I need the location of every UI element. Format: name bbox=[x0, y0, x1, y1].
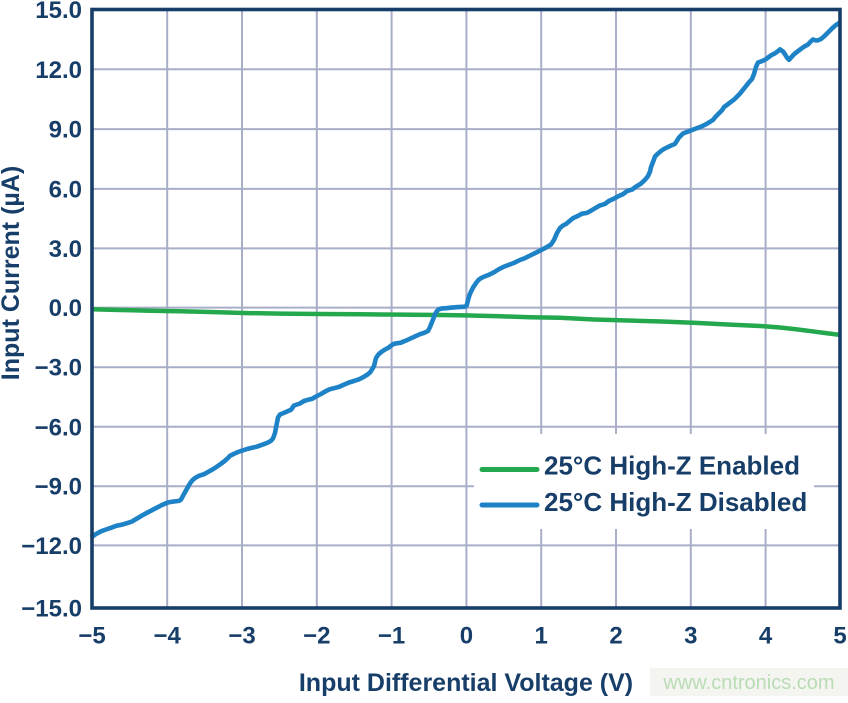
svg-text:3.0: 3.0 bbox=[49, 236, 82, 263]
svg-text:2: 2 bbox=[609, 623, 622, 650]
svg-text:−6.0: −6.0 bbox=[35, 414, 82, 441]
svg-text:−15.0: −15.0 bbox=[21, 596, 82, 623]
svg-text:www.cntronics.com: www.cntronics.com bbox=[662, 672, 834, 694]
svg-text:−5: −5 bbox=[78, 623, 105, 650]
svg-text:4: 4 bbox=[759, 623, 773, 650]
svg-text:12.0: 12.0 bbox=[35, 57, 82, 84]
svg-text:−1: −1 bbox=[378, 623, 405, 650]
svg-text:0: 0 bbox=[460, 623, 473, 650]
svg-text:Input Differential Voltage (V): Input Differential Voltage (V) bbox=[299, 669, 633, 697]
svg-text:15.0: 15.0 bbox=[35, 0, 82, 24]
svg-text:−3: −3 bbox=[228, 623, 255, 650]
svg-text:6.0: 6.0 bbox=[49, 176, 82, 203]
svg-text:−4: −4 bbox=[154, 623, 182, 650]
svg-text:−3.0: −3.0 bbox=[35, 355, 82, 382]
svg-text:5: 5 bbox=[833, 623, 846, 650]
svg-text:−12.0: −12.0 bbox=[21, 533, 82, 560]
svg-text:9.0: 9.0 bbox=[49, 117, 82, 144]
svg-text:0.0: 0.0 bbox=[49, 295, 82, 322]
svg-text:25°C High-Z Enabled: 25°C High-Z Enabled bbox=[544, 451, 800, 481]
svg-text:−9.0: −9.0 bbox=[35, 474, 82, 501]
svg-text:25°C High-Z Disabled: 25°C High-Z Disabled bbox=[544, 487, 807, 517]
svg-text:1: 1 bbox=[535, 623, 548, 650]
svg-text:Input Current (µA): Input Current (µA) bbox=[0, 166, 25, 380]
svg-text:−2: −2 bbox=[303, 623, 330, 650]
svg-text:3: 3 bbox=[684, 623, 697, 650]
